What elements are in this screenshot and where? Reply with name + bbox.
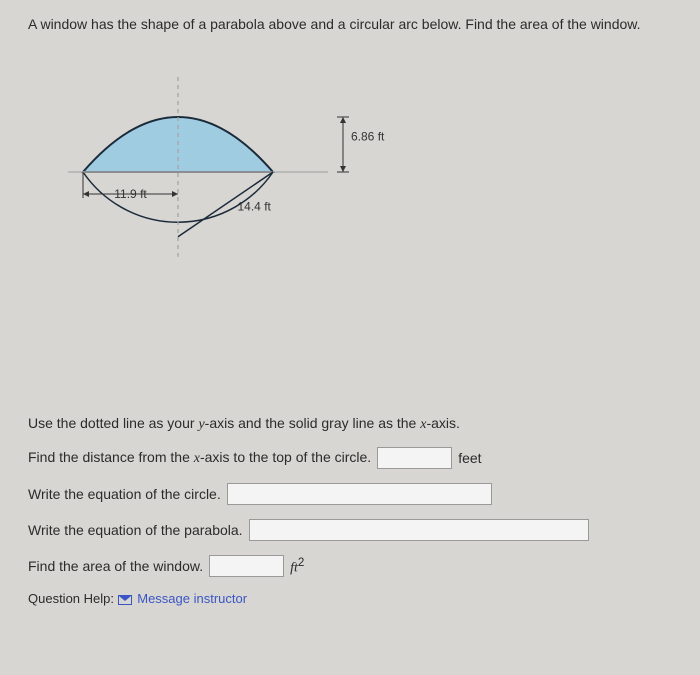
- q3-input[interactable]: [249, 519, 589, 541]
- q2-prompt: Write the equation of the circle.: [28, 486, 221, 502]
- q4-prompt: Find the area of the window.: [28, 558, 203, 574]
- svg-text:6.86 ft: 6.86 ft: [351, 130, 385, 144]
- q1-unit: feet: [458, 450, 481, 466]
- help-row: Question Help: Message instructor: [28, 591, 672, 606]
- envelope-icon: [118, 595, 132, 605]
- q4-unit: ft2: [290, 556, 304, 577]
- message-instructor-link[interactable]: Message instructor: [118, 591, 247, 606]
- q1-input[interactable]: [377, 447, 452, 469]
- problem-title: A window has the shape of a parabola abo…: [28, 16, 672, 32]
- q1-prompt: Find the distance from the x-axis to the…: [28, 449, 371, 467]
- svg-text:11.9 ft: 11.9 ft: [114, 187, 147, 201]
- window-diagram: 11.9 ft 6.86 ft 14.4 ft: [48, 52, 448, 372]
- figure: 11.9 ft 6.86 ft 14.4 ft: [48, 52, 672, 375]
- q3-prompt: Write the equation of the parabola.: [28, 522, 243, 538]
- q2-input[interactable]: [227, 483, 492, 505]
- svg-text:14.4 ft: 14.4 ft: [238, 199, 272, 213]
- help-label: Question Help:: [28, 591, 114, 606]
- axis-instruction: Use the dotted line as your y-axis and t…: [28, 415, 672, 433]
- q4-input[interactable]: [209, 555, 284, 577]
